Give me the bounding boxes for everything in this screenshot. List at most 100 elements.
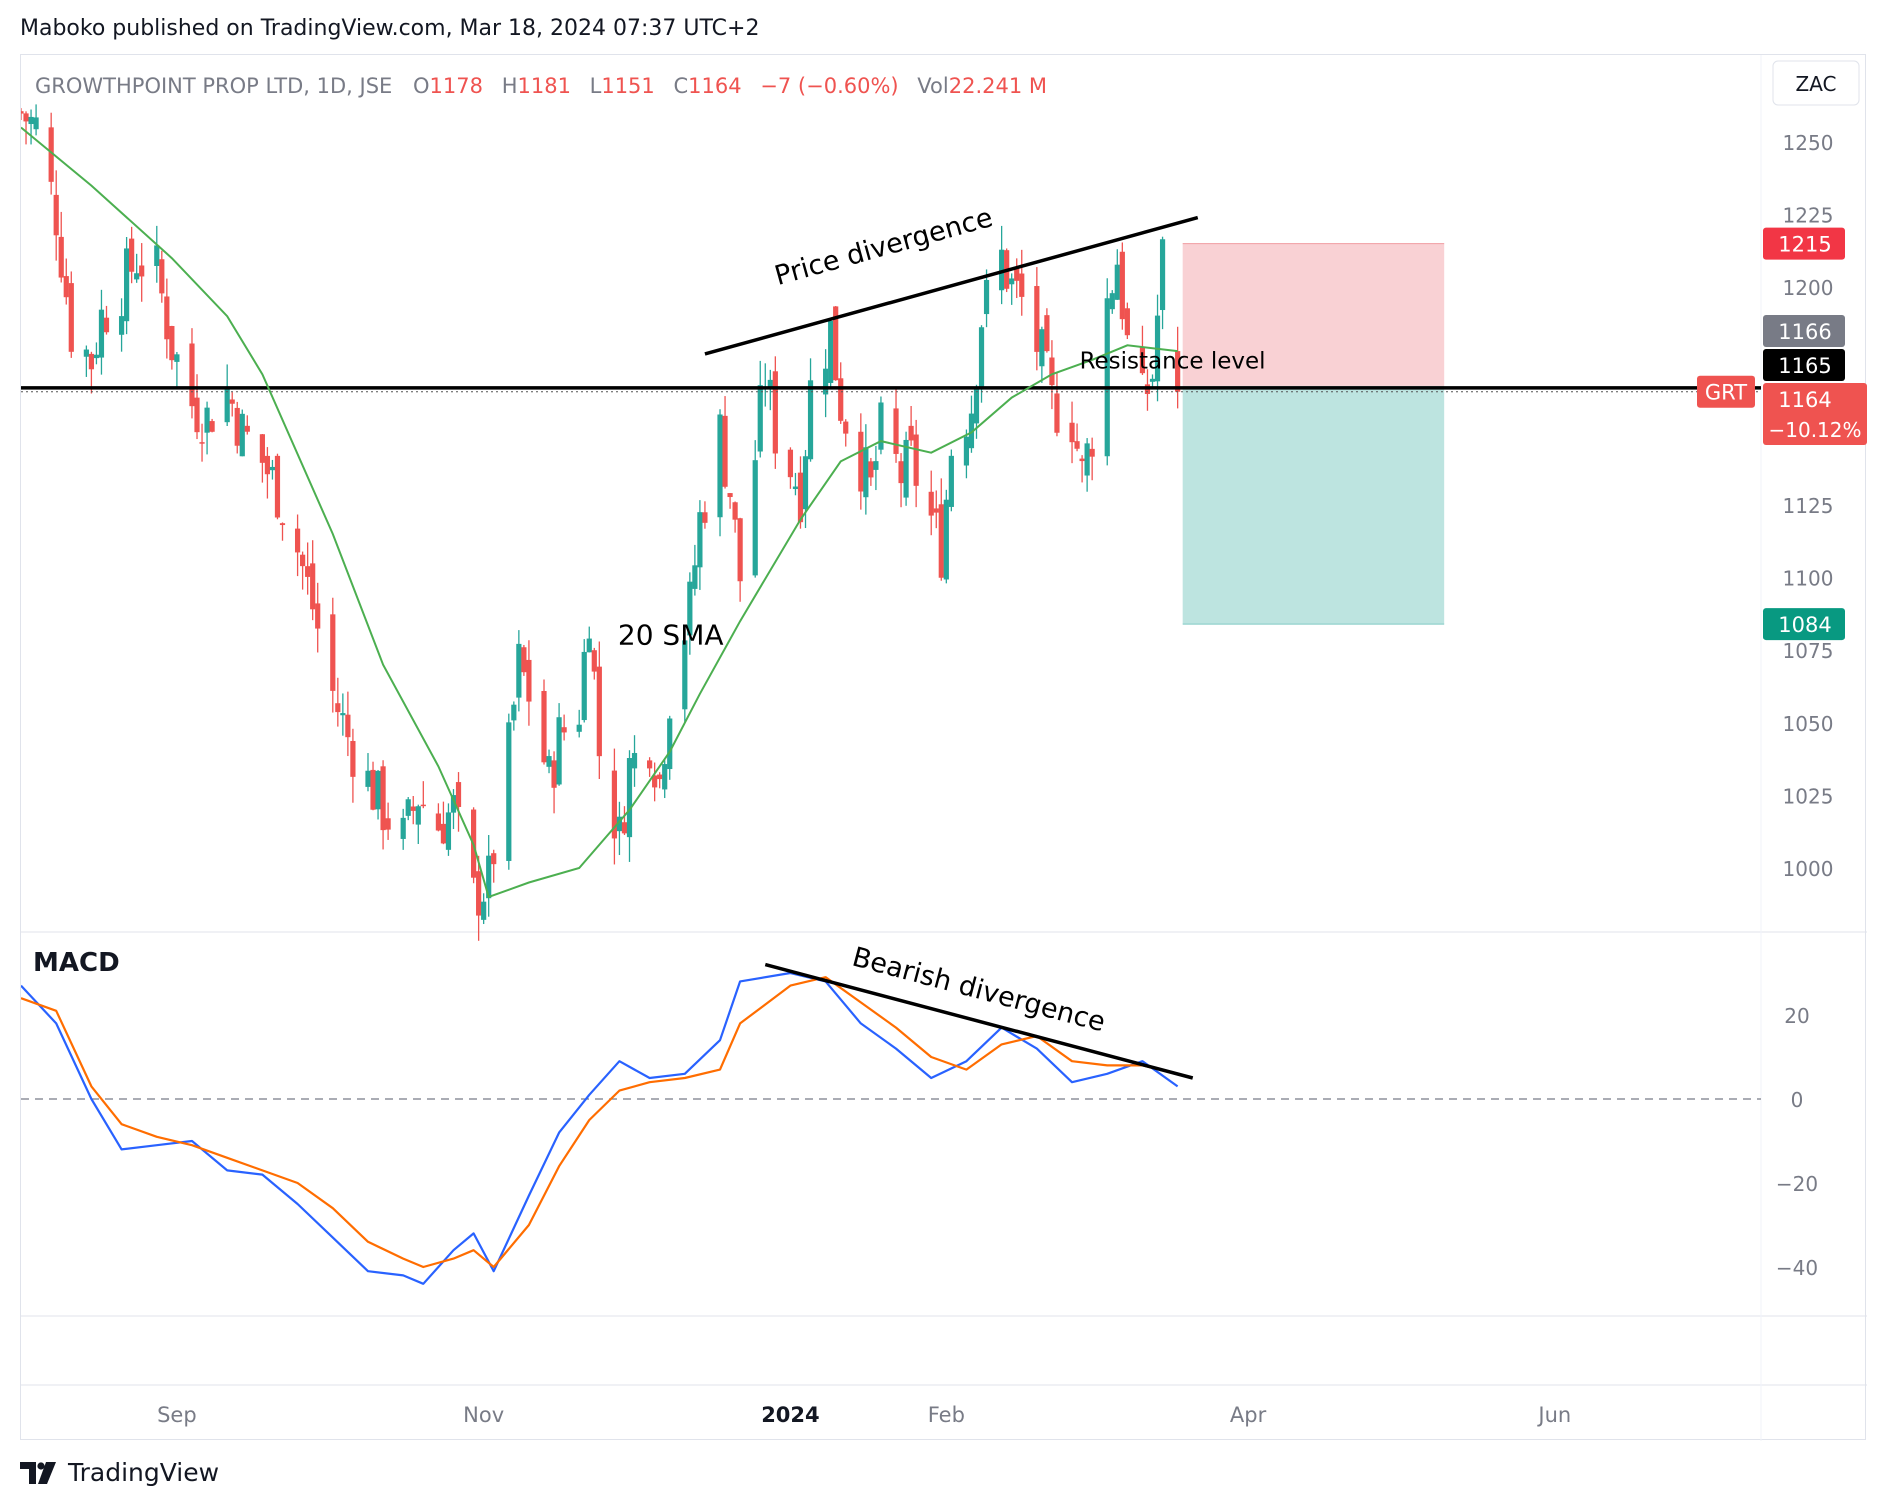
- candle-body: [647, 760, 653, 769]
- candle-body: [913, 434, 919, 486]
- candle-body: [833, 306, 839, 381]
- candle-body: [1079, 458, 1085, 462]
- legend-high-label: H: [502, 74, 518, 98]
- candle-body: [626, 758, 633, 838]
- candle-body: [893, 408, 899, 454]
- time-tick-label: Apr: [1230, 1403, 1267, 1427]
- candle-body: [269, 466, 276, 471]
- candle-body: [1175, 351, 1181, 392]
- candle-body: [521, 647, 527, 673]
- take-profit-zone: [1182, 385, 1445, 625]
- chart-canvas[interactable]: GROWTHPOINT PROP LTD, 1D, JSE O1178 H118…: [21, 55, 1867, 1441]
- price-label-box: [1763, 315, 1845, 347]
- candle-body: [1074, 441, 1080, 449]
- candle-body: [551, 760, 557, 788]
- candle-body: [229, 399, 235, 404]
- price-label-text: 1084: [1778, 613, 1831, 637]
- candle-body: [445, 812, 452, 850]
- sma-label: 20 SMA: [618, 618, 724, 651]
- candle-body: [1044, 315, 1050, 352]
- price-label-change: −10.12%: [1768, 418, 1861, 442]
- candle-body: [28, 116, 34, 125]
- candle-body: [1009, 278, 1015, 285]
- candle-body: [169, 326, 175, 361]
- candle-body: [345, 714, 351, 738]
- candle-body: [1119, 251, 1125, 320]
- candle-body: [244, 425, 250, 432]
- candle-body: [938, 504, 944, 578]
- candle-body: [93, 354, 100, 359]
- candle-body: [365, 770, 371, 787]
- candle-body: [385, 818, 391, 830]
- tradingview-logo-icon: [20, 1461, 56, 1484]
- candle-body: [616, 816, 623, 832]
- chart-frame: GROWTHPOINT PROP LTD, 1D, JSE O1178 H118…: [20, 54, 1867, 1441]
- candle-body: [516, 643, 522, 698]
- currency-button[interactable]: ZAC: [1772, 60, 1860, 106]
- candle-body: [455, 782, 462, 807]
- position-zones: [1182, 243, 1445, 625]
- candle-body: [621, 822, 628, 834]
- currency-button-box: [1772, 60, 1860, 106]
- candle-body: [757, 385, 763, 452]
- tradingview-footer: TradingView: [20, 1458, 219, 1487]
- candle-body: [843, 421, 849, 434]
- candle-body: [933, 508, 939, 513]
- macd-tick-label: −40: [1776, 1256, 1818, 1280]
- candle-body: [48, 127, 54, 182]
- candle-body: [239, 413, 245, 457]
- candle-body: [420, 804, 426, 807]
- candle-body: [652, 775, 658, 788]
- candle-body: [335, 703, 341, 713]
- candle-body: [687, 581, 693, 636]
- candle-body: [410, 806, 416, 811]
- candle-body: [631, 752, 638, 769]
- candle-body: [1159, 239, 1166, 311]
- symbol-tag-box: [1697, 375, 1755, 408]
- candle-body: [375, 770, 381, 810]
- candle-body: [1124, 308, 1130, 336]
- candle-body: [828, 320, 834, 383]
- candle-body: [53, 194, 59, 236]
- candle-body: [576, 724, 582, 732]
- candle-body: [556, 717, 562, 785]
- candle-body: [315, 603, 321, 629]
- tradingview-brand: TradingView: [68, 1458, 220, 1487]
- candle-body: [279, 523, 286, 526]
- candle-body: [194, 397, 200, 433]
- candle-body: [305, 566, 311, 577]
- candle-body: [1104, 298, 1110, 457]
- price-label-box: [1763, 227, 1845, 260]
- candlestick-series: [21, 104, 1181, 941]
- candle-body: [978, 327, 985, 387]
- axis-ticks: 1000102510501075110011251150117512001225…: [21, 131, 1833, 1427]
- candle-body: [667, 718, 673, 770]
- candle-body: [868, 461, 874, 478]
- candle-body: [1069, 422, 1075, 443]
- candle-body: [591, 650, 597, 672]
- candle-body: [189, 343, 195, 407]
- price-label-text: 1164: [1778, 388, 1831, 412]
- legend-open-label: O: [413, 74, 430, 98]
- candle-body: [772, 371, 778, 454]
- candle-body: [1139, 347, 1146, 374]
- candle-body: [823, 368, 829, 395]
- candle-body: [898, 461, 904, 484]
- candle-body: [968, 413, 975, 449]
- candle-body: [948, 455, 954, 507]
- candle-body: [752, 460, 758, 576]
- price-tick-label: 1000: [1783, 857, 1834, 881]
- candle-body: [274, 455, 281, 518]
- candle-body: [204, 407, 210, 433]
- candle-body: [928, 491, 934, 516]
- price-labels: 1215 1166 1165 1164 −10.12% 1084 GRT: [1697, 227, 1867, 641]
- candle-body: [380, 766, 386, 831]
- candle-body: [1039, 329, 1045, 367]
- price-tick-label: 1250: [1783, 131, 1834, 155]
- candle-body: [863, 447, 869, 498]
- candle-body: [134, 273, 140, 280]
- candle-body: [858, 431, 864, 492]
- candle-body: [903, 439, 909, 498]
- time-tick-label: Jun: [1536, 1403, 1571, 1427]
- candle-body: [697, 512, 703, 568]
